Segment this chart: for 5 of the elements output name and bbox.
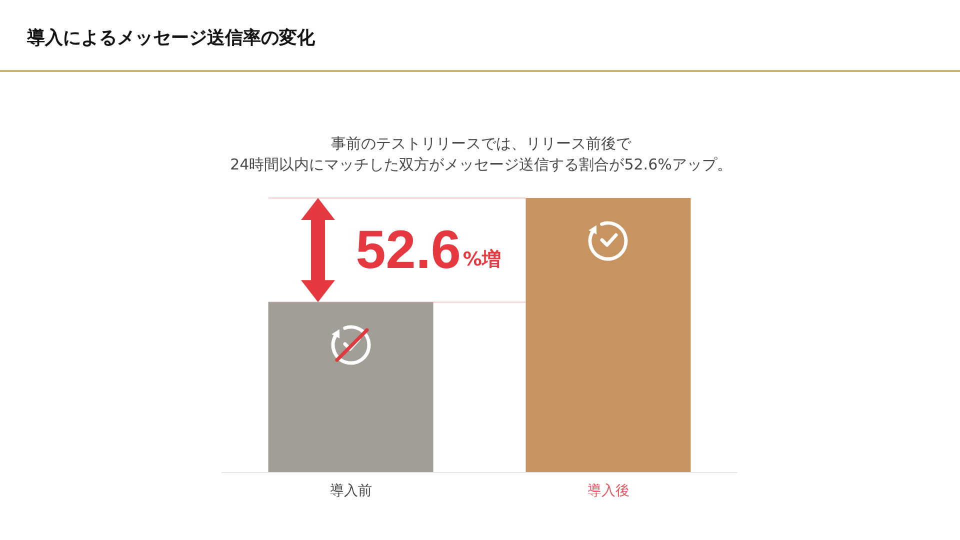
chart-subtitle: 事前のテストリリースでは、リリース前後で 24時間以内にマッチした双方がメッセージ送信する割合が52.6%アップ。	[230, 134, 732, 174]
annotation: 52.6%増	[356, 220, 501, 280]
x-tick-label: 導入前	[330, 483, 372, 499]
x-tick-label: 導入後	[587, 483, 630, 499]
chart-title: 導入によるメッセージ送信率の変化	[26, 28, 316, 48]
